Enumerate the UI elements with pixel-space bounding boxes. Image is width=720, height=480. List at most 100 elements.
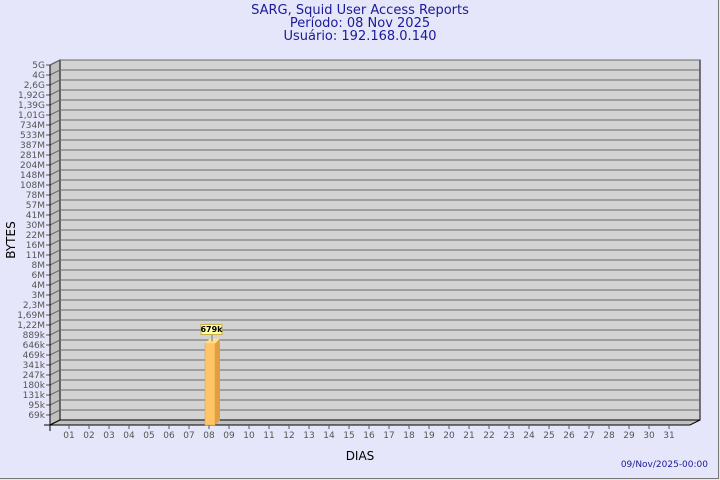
chart-title: SARG, Squid User Access Reports — [251, 3, 469, 18]
gridline-wall — [49, 259, 61, 266]
x-tick-label: 03 — [103, 431, 114, 441]
y-tick-label: 57M — [26, 201, 45, 211]
chart-user: Usuário: 192.168.0.140 — [283, 29, 437, 44]
x-tick-label: 15 — [343, 431, 354, 441]
x-tick-label: 07 — [183, 431, 194, 441]
x-tick-label: 06 — [163, 431, 175, 441]
y-tick-label: 387M — [20, 141, 45, 151]
x-tick-label: 24 — [523, 431, 535, 441]
y-axis-title: BYTES — [4, 221, 18, 258]
x-tick-label: 19 — [423, 431, 435, 441]
y-tick-label: 469k — [23, 351, 46, 361]
x-tick-label: 22 — [483, 431, 494, 441]
y-tick-label: 889k — [23, 331, 46, 341]
generated-timestamp: 09/Nov/2025-00:00 — [620, 460, 708, 470]
x-tick-label: 23 — [503, 431, 514, 441]
x-tick-label: 28 — [603, 431, 615, 441]
y-tick-label: 1,39G — [18, 101, 45, 111]
x-tick-label: 20 — [443, 431, 455, 441]
gridline-wall — [49, 279, 61, 286]
x-tick-label: 17 — [383, 431, 394, 441]
gridline-wall — [49, 109, 61, 116]
x-tick-label: 25 — [543, 431, 554, 441]
x-tick-label: 04 — [123, 431, 135, 441]
x-tick-label: 05 — [143, 431, 154, 441]
y-tick-label: 734M — [20, 121, 45, 131]
bar-day-08: 679k — [200, 323, 223, 426]
y-tick-label: 247k — [23, 371, 46, 381]
x-tick-label: 16 — [363, 431, 375, 441]
gridline-wall — [49, 299, 61, 306]
gridline-wall — [49, 319, 61, 326]
y-tick-label: 2,3M — [23, 301, 45, 311]
x-tick-label: 10 — [243, 431, 255, 441]
gridline-wall — [49, 369, 61, 376]
y-tick-label: 8M — [32, 261, 46, 271]
gridline-wall — [49, 249, 61, 256]
x-axis-title: DIAS — [346, 449, 375, 463]
y-tick-label: 1,69M — [17, 311, 45, 321]
y-tick-label: 131k — [23, 391, 46, 401]
gridline-wall — [49, 149, 61, 156]
gridline-wall — [49, 269, 61, 276]
x-tick-label: 31 — [663, 431, 674, 441]
y-tick-label: 4G — [32, 71, 45, 81]
x-tick-label: 12 — [283, 431, 294, 441]
y-tick-label: 16M — [26, 241, 45, 251]
gridline-wall — [49, 69, 61, 76]
chart-period: Período: 08 Nov 2025 — [289, 16, 431, 31]
y-tick-label: 30M — [26, 221, 45, 231]
x-tick-label: 21 — [463, 431, 474, 441]
gridline-wall — [49, 329, 61, 336]
y-tick-label: 69k — [28, 411, 45, 421]
gridline-wall — [49, 199, 61, 206]
y-tick-label: 108M — [20, 181, 45, 191]
y-tick-label: 281M — [20, 151, 45, 161]
y-tick-label: 2,6G — [24, 81, 45, 91]
y-tick-label: 95k — [28, 401, 45, 411]
gridline-wall — [49, 79, 61, 86]
x-tick-label: 11 — [263, 431, 274, 441]
y-tick-label: 78M — [26, 191, 45, 201]
y-tick-label: 11M — [26, 251, 45, 261]
bar-side — [215, 338, 220, 425]
x-tick-label: 01 — [63, 431, 74, 441]
y-tick-label: 533M — [20, 131, 45, 141]
data-label: 679k — [200, 325, 223, 334]
gridline-wall — [49, 169, 61, 176]
gridline-wall — [49, 219, 61, 226]
x-tick-label: 27 — [583, 431, 594, 441]
y-tick-label: 4M — [32, 281, 46, 291]
gridline-wall — [49, 229, 61, 236]
gridline-wall — [49, 179, 61, 186]
y-tick-label: 5G — [32, 61, 45, 71]
y-tick-label: 6M — [32, 271, 46, 281]
gridline-wall — [49, 159, 61, 166]
gridline-wall — [49, 189, 61, 196]
y-tick-label: 180k — [23, 381, 46, 391]
gridline-wall — [49, 399, 61, 406]
gridline-wall — [49, 209, 61, 216]
gridline-wall — [49, 239, 61, 246]
bar-front — [204, 343, 216, 426]
x-tick-label: 29 — [623, 431, 635, 441]
gridline-wall — [49, 379, 61, 386]
y-tick-label: 148M — [20, 171, 45, 181]
gridline-wall — [49, 359, 61, 366]
y-tick-label: 3M — [32, 291, 46, 301]
gridline-wall — [49, 289, 61, 296]
x-tick-label: 14 — [323, 431, 335, 441]
x-tick-label: 13 — [303, 431, 314, 441]
gridline-wall — [49, 389, 61, 396]
y-tick-label: 1,22M — [17, 321, 45, 331]
gridline-wall — [49, 139, 61, 146]
gridline-wall — [49, 129, 61, 136]
x-tick-label: 08 — [203, 431, 215, 441]
gridline-wall — [49, 59, 61, 66]
gridline-wall — [49, 349, 61, 356]
y-tick-label: 22M — [26, 231, 45, 241]
y-tick-label: 41M — [26, 211, 45, 221]
x-tick-label: 18 — [403, 431, 415, 441]
